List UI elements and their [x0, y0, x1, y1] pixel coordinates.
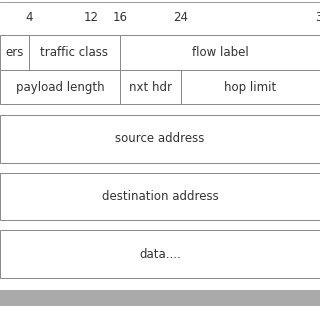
Bar	[120, 70, 181, 104]
Text: traffic class: traffic class	[40, 46, 108, 59]
Bar	[0, 173, 320, 220]
Text: flow label: flow label	[192, 46, 248, 59]
Text: source address: source address	[115, 132, 205, 145]
Bar	[29, 35, 120, 70]
Text: 3: 3	[315, 11, 320, 24]
Text: data....: data....	[139, 248, 181, 260]
Bar	[0, 70, 120, 104]
Text: 4: 4	[25, 11, 33, 24]
Text: 12: 12	[84, 11, 99, 24]
Bar	[181, 70, 320, 104]
Bar	[0, 230, 320, 278]
Text: payload length: payload length	[16, 81, 104, 93]
Text: 24: 24	[173, 11, 188, 24]
Text: nxt hdr: nxt hdr	[129, 81, 172, 93]
Text: destination address: destination address	[102, 190, 218, 203]
Text: ers: ers	[5, 46, 24, 59]
Text: 16: 16	[113, 11, 127, 24]
Bar	[0, 35, 29, 70]
Bar	[0, 290, 320, 306]
Bar	[120, 35, 320, 70]
Text: hop limit: hop limit	[224, 81, 276, 93]
Bar	[0, 115, 320, 163]
